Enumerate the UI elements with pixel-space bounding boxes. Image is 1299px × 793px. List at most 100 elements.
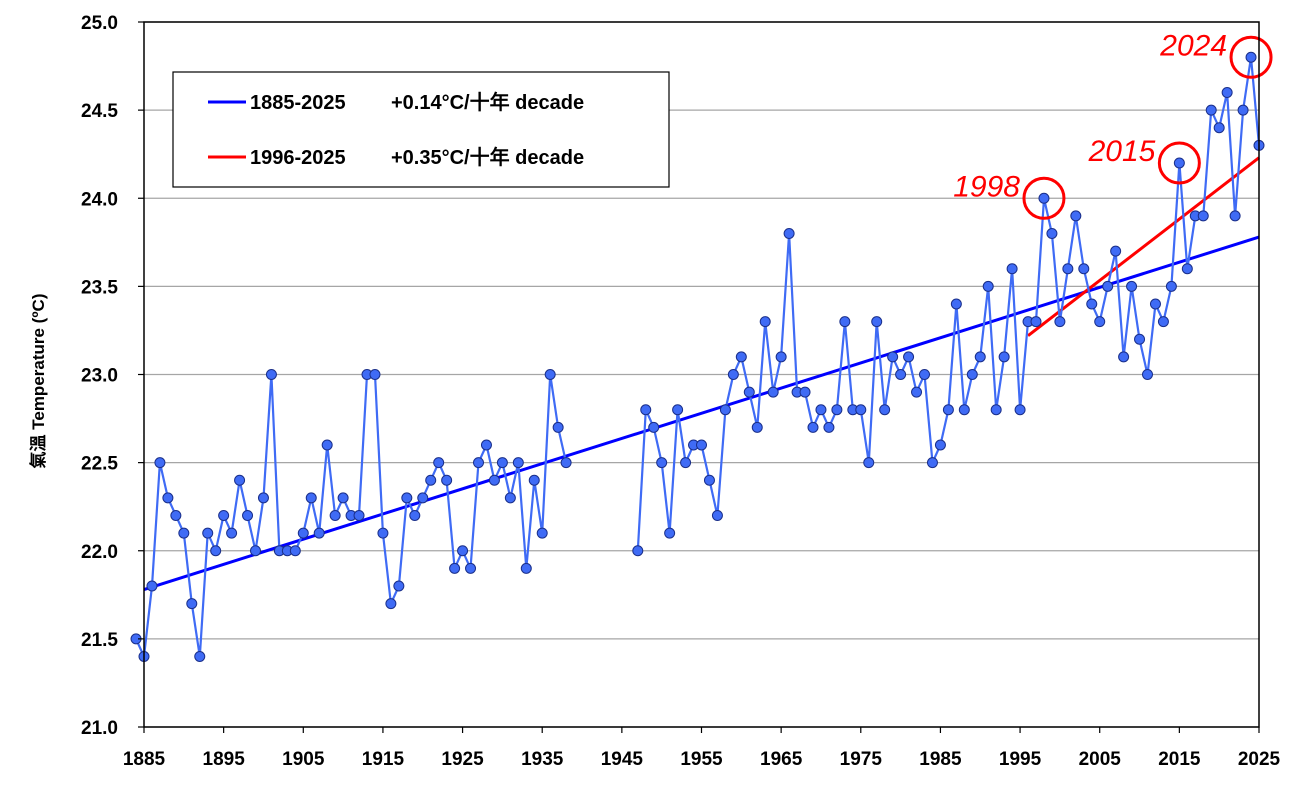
data-point-2004: [1086, 298, 1098, 310]
data-point-2012: [1149, 298, 1161, 310]
data-point-2000: [1054, 316, 1066, 328]
data-point-2006: [1102, 280, 1114, 292]
data-point-1933: [520, 562, 532, 574]
data-point-1890: [178, 527, 190, 539]
data-point-1997: [1030, 316, 1042, 328]
data-point-1894: [210, 545, 222, 557]
data-point-1970: [815, 404, 827, 416]
data-point-1924: [449, 562, 461, 574]
data-point-2002: [1070, 210, 1082, 222]
highlight-circle-1998: [1022, 176, 1066, 220]
data-point-1948: [640, 404, 652, 416]
data-point-1991: [982, 280, 994, 292]
data-point-2020: [1213, 122, 1225, 134]
x-tick-label-6: 1945: [601, 749, 644, 770]
data-point-1968: [799, 386, 811, 398]
data-point-1992: [990, 404, 1002, 416]
data-point-1999: [1046, 228, 1058, 239]
data-point-1949: [648, 421, 660, 433]
data-point-1962: [751, 421, 763, 433]
data-point-1950: [656, 457, 668, 469]
data-point-1976: [863, 457, 875, 469]
data-point-1985: [934, 439, 946, 451]
data-point-2015: [1173, 157, 1185, 169]
y-tick-label-6: 24.0: [81, 189, 118, 210]
y-tick-label-7: 24.5: [81, 101, 118, 122]
y-tick-label-0: 21.0: [81, 718, 118, 739]
annotation-label-1998: 1998: [953, 170, 1020, 203]
annotation-label-2024: 2024: [1159, 29, 1227, 62]
data-point-1956: [703, 474, 715, 486]
data-point-2008: [1118, 351, 1130, 363]
data-point-2011: [1142, 369, 1153, 380]
x-tick-label-9: 1975: [840, 749, 883, 770]
data-point-1989: [966, 369, 978, 380]
data-point-1963: [759, 316, 771, 328]
legend-label-recent: 1996-2025: [250, 147, 346, 169]
x-tick-label-8: 1965: [760, 749, 803, 770]
data-point-1972: [831, 404, 843, 416]
data-point-1960: [735, 351, 747, 363]
highlight-circle-2024: [1229, 35, 1273, 79]
y-tick-label-2: 22.0: [81, 542, 118, 563]
y-tick-label-5: 23.5: [81, 277, 118, 298]
legend-rate-long-term: +0.14°C/十年 decade: [391, 90, 584, 114]
data-point-1937: [552, 421, 564, 433]
data-point-2024: [1245, 51, 1257, 63]
data-point-1906: [305, 492, 317, 504]
data-point-1917: [393, 580, 405, 592]
data-point-1979: [887, 351, 899, 363]
x-tick-label-4: 1925: [441, 749, 484, 770]
data-point-1969: [807, 421, 819, 433]
data-point-1932: [512, 457, 524, 469]
data-point-1904: [289, 545, 301, 557]
data-point-1910: [337, 492, 349, 504]
data-point-1922: [433, 457, 445, 469]
data-point-1907: [313, 527, 325, 539]
data-point-1966: [783, 228, 795, 239]
data-point-1887: [154, 457, 166, 469]
data-point-1981: [903, 351, 915, 363]
data-point-2018: [1197, 210, 1209, 222]
data-point-1891: [186, 598, 198, 610]
data-point-2013: [1157, 316, 1169, 328]
x-tick-label-3: 1915: [362, 749, 405, 770]
data-point-1908: [321, 439, 333, 451]
data-point-1888: [162, 492, 174, 504]
trend-line-1885-2025: [143, 235, 1260, 591]
x-tick-label-1: 1895: [203, 749, 246, 770]
data-point-1984: [926, 457, 938, 469]
legend: 1885-2025 +0.14°C/十年 decade 1996-2025 +0…: [172, 71, 670, 188]
legend-label-long-term: 1885-2025: [250, 92, 346, 114]
legend-rate-recent: +0.35°C/十年 decade: [391, 145, 584, 169]
data-point-1893: [202, 527, 214, 539]
data-point-1986: [942, 404, 954, 416]
x-tick-label-12: 2005: [1079, 749, 1122, 770]
data-point-1912: [353, 510, 365, 521]
data-point-2007: [1110, 245, 1122, 257]
data-point-1973: [839, 316, 851, 328]
data-point-1898: [242, 510, 254, 521]
data-point-1964: [767, 386, 779, 398]
data-point-2010: [1134, 333, 1146, 345]
data-point-1899: [250, 545, 261, 557]
y-tick-label-4: 23.0: [81, 366, 118, 387]
legend-box: [172, 71, 670, 188]
y-axis-ticks: 21.0 21.5 22.0 22.5 23.0 23.5 24.0 24.5 25.0: [81, 13, 144, 739]
annotations: 1998 2015 2024: [953, 29, 1273, 220]
data-point-1918: [401, 492, 413, 504]
data-point-1925: [457, 545, 469, 557]
data-point-1930: [496, 457, 508, 469]
data-point-1965: [775, 351, 787, 363]
data-point-1905: [297, 527, 309, 539]
x-tick-label-13: 2015: [1158, 749, 1201, 770]
data-point-1983: [919, 369, 930, 380]
data-point-1957: [711, 510, 723, 521]
data-point-1936: [544, 369, 556, 380]
data-point-1980: [895, 369, 907, 380]
data-point-1935: [536, 527, 548, 539]
x-tick-label-14: 2025: [1238, 749, 1281, 770]
data-point-1928: [480, 439, 492, 451]
data-point-1914: [369, 369, 381, 380]
